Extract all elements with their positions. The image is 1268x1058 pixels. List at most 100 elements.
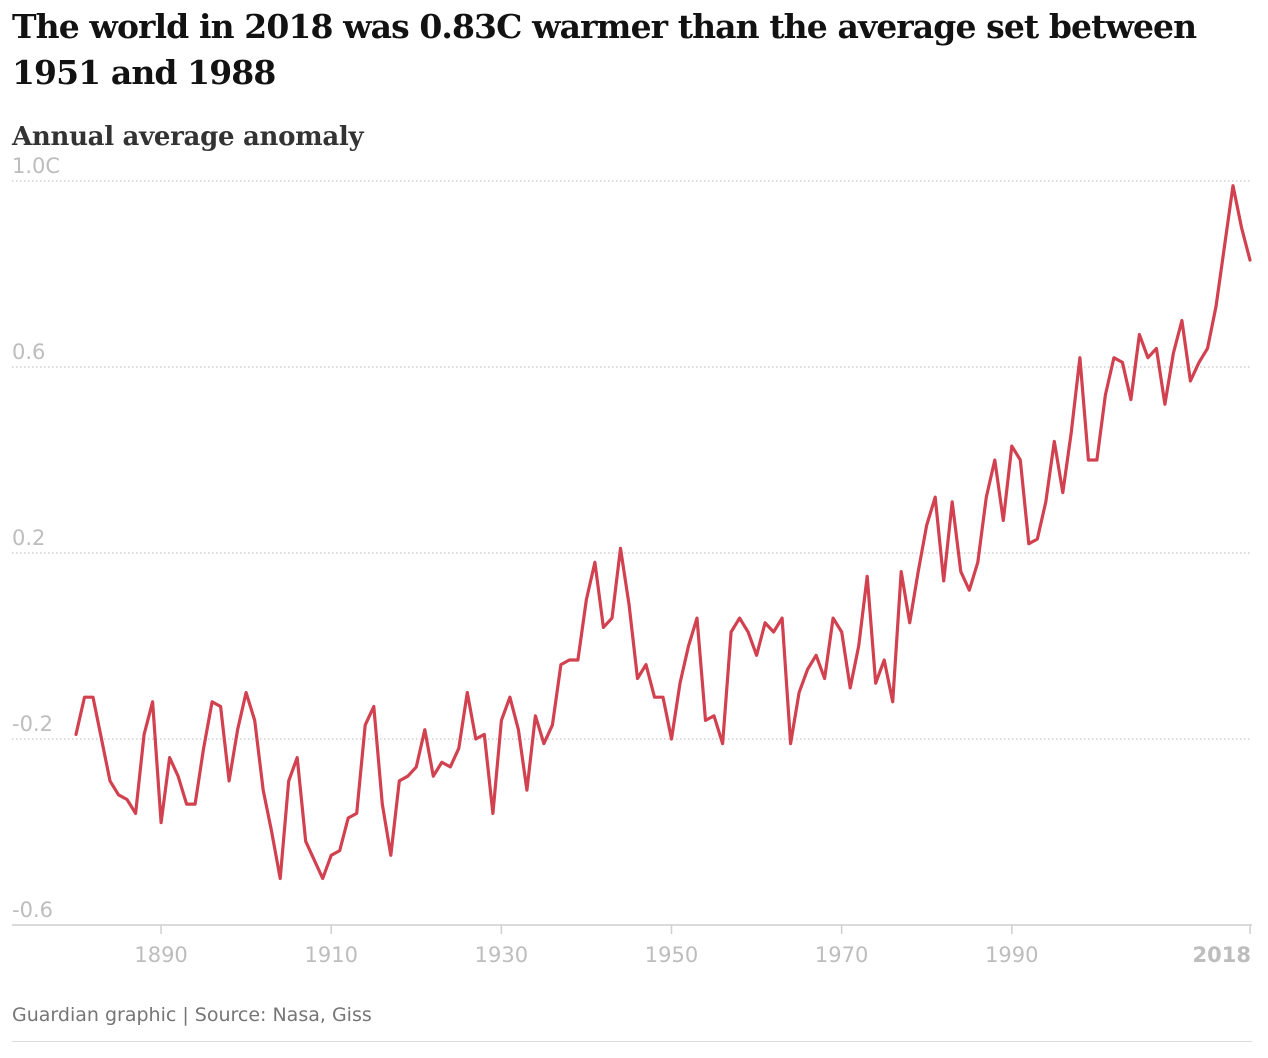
chart-subtitle: Annual average anomaly (12, 122, 364, 152)
data-point (1095, 458, 1098, 461)
data-point (951, 500, 954, 503)
data-point (83, 696, 86, 699)
data-point (279, 877, 282, 880)
data-point (747, 630, 750, 633)
data-point (440, 761, 443, 764)
data-point (1112, 356, 1115, 359)
data-point (772, 630, 775, 633)
data-point (1180, 319, 1183, 322)
y-axis-ticks: 1.0C 0.6 0.2 -0.2 -0.6 (12, 154, 60, 922)
data-point (91, 696, 94, 699)
data-point (900, 570, 903, 573)
data-point (262, 789, 265, 792)
data-point (644, 663, 647, 666)
data-point (423, 728, 426, 731)
data-point (74, 733, 77, 736)
data-point (755, 654, 758, 657)
data-point (942, 579, 945, 582)
data-point (1206, 347, 1209, 350)
bottom-divider (12, 1041, 1252, 1042)
data-point (976, 561, 979, 564)
y-tick-label: 0.6 (12, 340, 45, 364)
data-point (849, 686, 852, 689)
data-point (253, 719, 256, 722)
data-point (832, 617, 835, 620)
data-point (815, 654, 818, 657)
data-point (985, 496, 988, 499)
data-point (151, 700, 154, 703)
data-point (1121, 361, 1124, 364)
data-point (678, 682, 681, 685)
data-point (1155, 347, 1158, 350)
data-point (798, 691, 801, 694)
data-point (559, 663, 562, 666)
source-credit: Guardian graphic | Source: Nasa, Giss (12, 1004, 372, 1026)
data-point (695, 617, 698, 620)
data-point (406, 775, 409, 778)
data-point (840, 630, 843, 633)
data-point (491, 812, 494, 815)
data-point (1019, 458, 1022, 461)
data-point (466, 691, 469, 694)
data-point (883, 658, 886, 661)
data-point (687, 644, 690, 647)
data-point (781, 617, 784, 620)
data-point (364, 724, 367, 727)
data-point (823, 677, 826, 680)
data-point (347, 816, 350, 819)
series-line (74, 184, 1252, 881)
data-point (1146, 356, 1149, 359)
x-tick-label: 1990 (985, 943, 1038, 967)
data-point (134, 812, 137, 815)
data-point (866, 575, 869, 578)
data-point (108, 779, 111, 782)
data-point (1231, 184, 1234, 187)
data-point (1172, 352, 1175, 355)
data-point (627, 603, 630, 606)
data-point (508, 696, 511, 699)
data-point (194, 803, 197, 806)
data-point (959, 570, 962, 573)
data-point (1053, 440, 1056, 443)
data-point (789, 742, 792, 745)
data-point (1036, 538, 1039, 541)
data-point (228, 779, 231, 782)
data-point (125, 798, 128, 801)
gridlines (12, 180, 1252, 740)
data-point (330, 854, 333, 857)
data-point (321, 877, 324, 880)
data-point (517, 728, 520, 731)
data-point (661, 696, 664, 699)
data-point (372, 705, 375, 708)
data-point (1163, 403, 1166, 406)
data-point (338, 849, 341, 852)
data-point (381, 803, 384, 806)
data-point (670, 737, 673, 740)
data-point (525, 789, 528, 792)
data-point (1138, 333, 1141, 336)
data-point (245, 691, 248, 694)
data-point (1104, 393, 1107, 396)
data-point (1223, 245, 1226, 248)
data-point (500, 719, 503, 722)
data-point (415, 765, 418, 768)
data-point (968, 589, 971, 592)
data-point (1129, 398, 1132, 401)
data-point (1214, 305, 1217, 308)
data-point (1010, 445, 1013, 448)
data-point (483, 733, 486, 736)
y-tick-label: -0.6 (12, 898, 53, 922)
data-point (1002, 519, 1005, 522)
data-point (270, 830, 273, 833)
data-point (585, 598, 588, 601)
data-point (143, 733, 146, 736)
data-point (704, 719, 707, 722)
series-group (74, 184, 1252, 881)
data-point (219, 705, 222, 708)
data-point (551, 724, 554, 727)
data-point (934, 496, 937, 499)
data-point (891, 700, 894, 703)
data-point (1197, 361, 1200, 364)
data-point (636, 677, 639, 680)
x-tick-label: 1950 (645, 943, 698, 967)
